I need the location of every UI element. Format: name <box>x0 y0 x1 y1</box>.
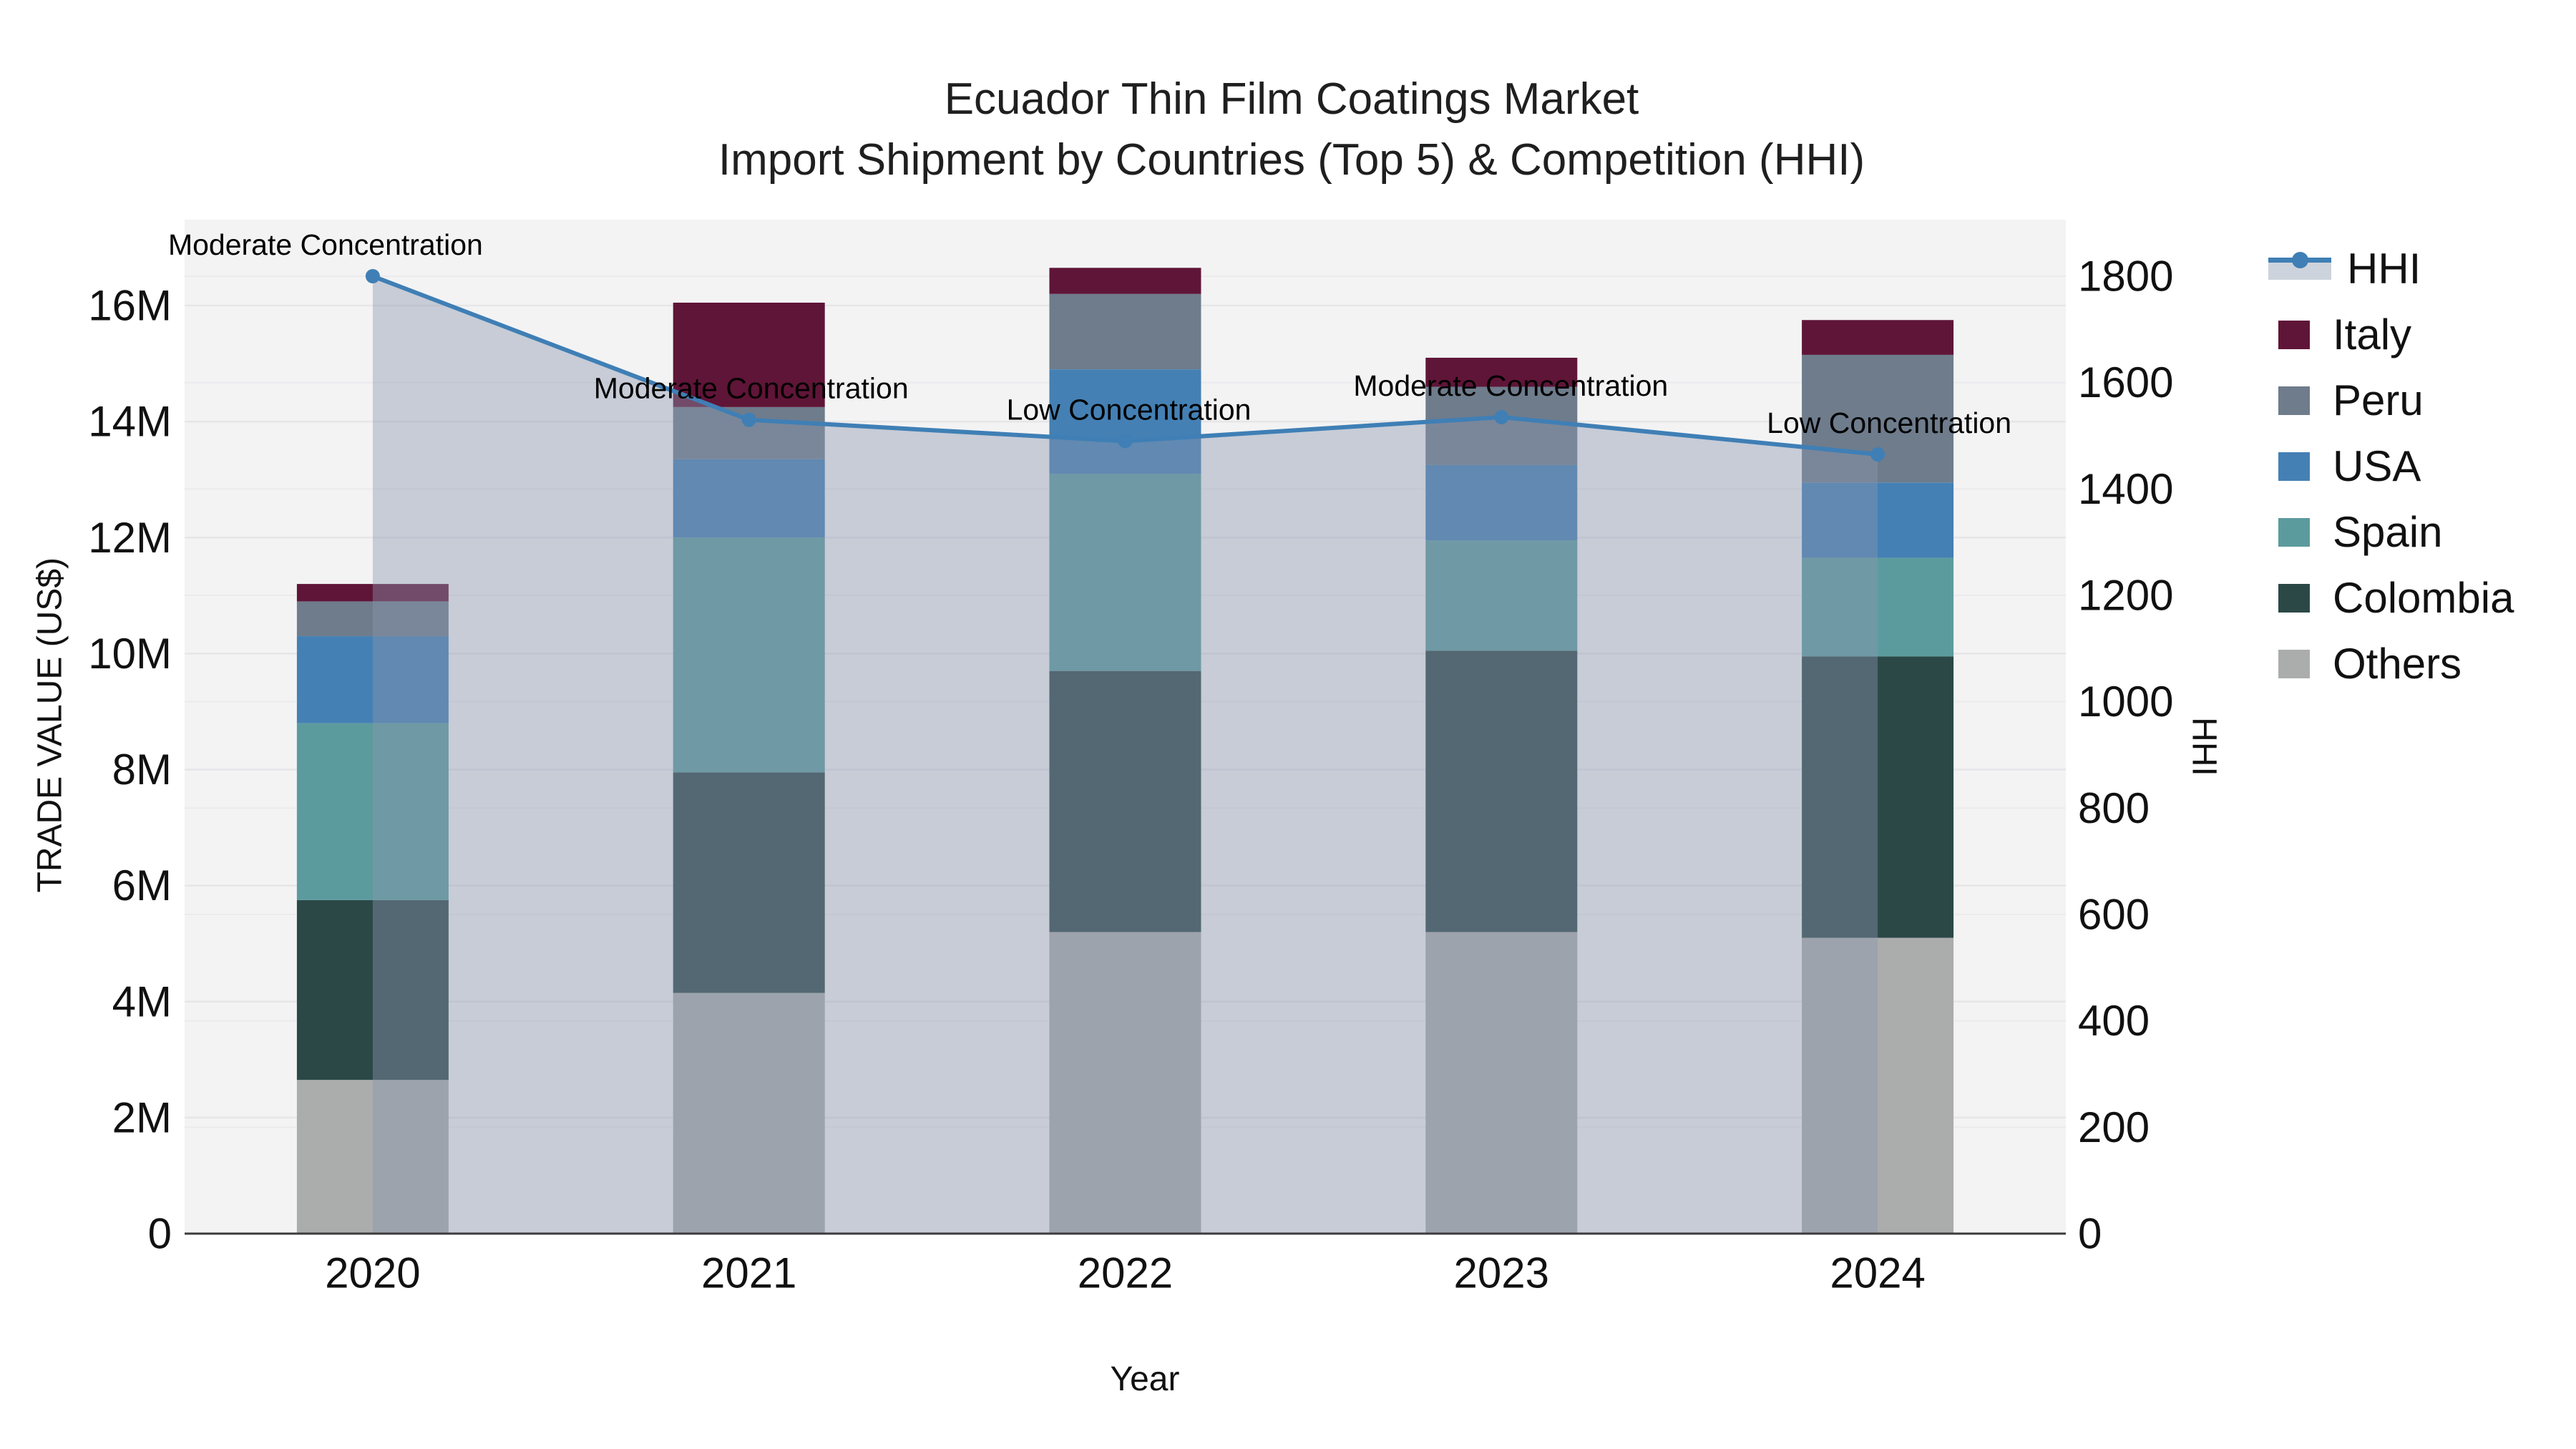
bar-segment-spain-2024[interactable] <box>1802 557 1954 657</box>
bar-segment-italy-2023[interactable] <box>1425 357 1578 387</box>
legend-swatch-icon <box>2278 650 2310 678</box>
legend-item-italy[interactable]: Italy <box>2268 313 2514 356</box>
bar-segment-italy-2020[interactable] <box>296 584 449 602</box>
left-tick-2M: 2M <box>112 1093 172 1141</box>
bar-segment-others-2020[interactable] <box>296 1080 449 1234</box>
bar-segment-usa-2024[interactable] <box>1802 482 1954 558</box>
right-tick-1400: 1400 <box>2078 465 2173 513</box>
right-y-axis-title: HHI <box>2185 717 2223 776</box>
right-tick-1200: 1200 <box>2078 572 2173 620</box>
left-tick-6M: 6M <box>112 862 172 909</box>
legend-label: Colombia <box>2333 574 2514 622</box>
right-tick-800: 800 <box>2078 784 2150 832</box>
bar-segment-spain-2020[interactable] <box>296 723 449 900</box>
bar-segment-colombia-2020[interactable] <box>296 899 449 1080</box>
annotation-2024: Low Concentration <box>1767 406 2011 439</box>
legend-item-colombia[interactable]: Colombia <box>2268 577 2514 620</box>
bar-segment-colombia-2021[interactable] <box>673 772 825 993</box>
hhi-line-swatch-icon <box>2268 248 2331 291</box>
annotation-2021: Moderate Concentration <box>594 372 909 405</box>
legend-swatch-icon <box>2278 321 2310 349</box>
legend-swatch-icon <box>2278 518 2310 547</box>
bar-segment-peru-2023[interactable] <box>1425 386 1578 465</box>
hhi-marker-2020[interactable] <box>365 269 380 283</box>
bar-segment-spain-2021[interactable] <box>673 537 825 773</box>
x-tick-2022: 2022 <box>1078 1249 1173 1297</box>
bar-segment-colombia-2023[interactable] <box>1425 650 1578 932</box>
hhi-marker-2024[interactable] <box>1870 447 1885 462</box>
bar-segment-italy-2021[interactable] <box>673 302 825 407</box>
x-tick-2020: 2020 <box>325 1249 420 1297</box>
right-tick-0: 0 <box>2078 1210 2102 1258</box>
annotation-2023: Moderate Concentration <box>1353 369 1668 402</box>
x-tick-2023: 2023 <box>1454 1249 1549 1297</box>
legend-label: Others <box>2333 640 2462 688</box>
legend-item-hhi[interactable]: HHI <box>2268 248 2514 291</box>
hhi-marker-2022[interactable] <box>1118 434 1133 449</box>
bar-segment-peru-2022[interactable] <box>1049 293 1201 370</box>
left-tick-10M: 10M <box>88 630 172 678</box>
bar-segment-others-2023[interactable] <box>1425 932 1578 1234</box>
right-tick-1000: 1000 <box>2078 678 2173 726</box>
x-axis-title: Year <box>1110 1360 1180 1398</box>
bar-segment-spain-2023[interactable] <box>1425 540 1578 651</box>
left-tick-8M: 8M <box>112 746 172 794</box>
right-tick-1800: 1800 <box>2078 253 2173 301</box>
bar-segment-usa-2020[interactable] <box>296 636 449 723</box>
bar-segment-usa-2023[interactable] <box>1425 464 1578 541</box>
hhi-marker-2021[interactable] <box>741 412 756 427</box>
legend-swatch-icon <box>2278 584 2310 613</box>
bar-segment-usa-2022[interactable] <box>1049 369 1201 474</box>
legend: HHI Italy Peru USA Spain Colombia Others <box>2268 248 2514 708</box>
annotation-2020: Moderate Concentration <box>168 228 483 261</box>
legend-item-usa[interactable]: USA <box>2268 445 2514 488</box>
left-tick-14M: 14M <box>88 398 172 446</box>
right-tick-200: 200 <box>2078 1103 2150 1151</box>
left-tick-4M: 4M <box>112 977 172 1025</box>
left-y-axis-title: TRADE VALUE (US$) <box>31 557 69 893</box>
hhi-marker-2023[interactable] <box>1494 409 1509 424</box>
x-tick-2024: 2024 <box>1830 1249 1925 1297</box>
x-tick-2021: 2021 <box>701 1249 796 1297</box>
left-tick-16M: 16M <box>88 282 172 330</box>
right-tick-1600: 1600 <box>2078 358 2173 406</box>
legend-item-peru[interactable]: Peru <box>2268 379 2514 422</box>
legend-item-others[interactable]: Others <box>2268 643 2514 686</box>
bar-segment-usa-2021[interactable] <box>673 459 825 538</box>
bar-segment-others-2024[interactable] <box>1802 937 1954 1234</box>
bar-segment-others-2022[interactable] <box>1049 932 1201 1234</box>
bar-segment-italy-2022[interactable] <box>1049 268 1201 294</box>
legend-label: Italy <box>2333 311 2412 358</box>
right-tick-600: 600 <box>2078 891 2150 939</box>
legend-item-spain[interactable]: Spain <box>2268 511 2514 554</box>
hhi-area-fill <box>372 276 1878 1234</box>
left-tick-0: 0 <box>148 1210 172 1258</box>
legend-swatch-icon <box>2278 386 2310 415</box>
legend-swatch-icon <box>2278 452 2310 481</box>
legend-label: USA <box>2333 442 2421 490</box>
annotation-2022: Low Concentration <box>1007 393 1252 426</box>
bar-segment-spain-2022[interactable] <box>1049 474 1201 671</box>
right-tick-400: 400 <box>2078 997 2150 1045</box>
bar-segment-italy-2024[interactable] <box>1802 320 1954 355</box>
bar-segment-colombia-2024[interactable] <box>1802 656 1954 938</box>
bar-segment-others-2021[interactable] <box>673 992 825 1234</box>
legend-label: HHI <box>2347 245 2421 293</box>
chart-title-line2: Import Shipment by Countries (Top 5) & C… <box>718 135 1865 185</box>
chart-title-line1: Ecuador Thin Film Coatings Market <box>944 74 1639 124</box>
chart-title: Ecuador Thin Film Coatings Market Import… <box>0 69 2576 190</box>
left-tick-12M: 12M <box>88 514 172 562</box>
legend-label: Peru <box>2333 376 2424 424</box>
bar-segment-peru-2020[interactable] <box>296 601 449 637</box>
bar-segment-colombia-2022[interactable] <box>1049 670 1201 932</box>
legend-label: Spain <box>2333 508 2443 556</box>
